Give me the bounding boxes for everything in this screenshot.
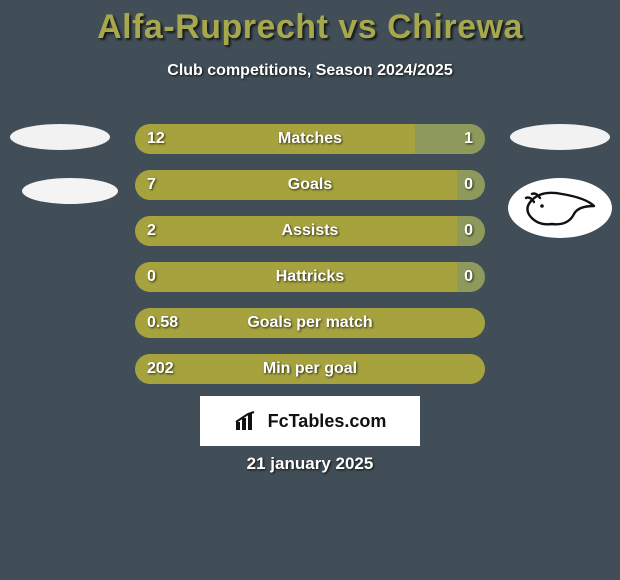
stat-label: Min per goal — [135, 354, 485, 384]
page-subtitle: Club competitions, Season 2024/2025 — [0, 62, 620, 80]
stat-row: 12 1 Matches — [135, 124, 485, 154]
stat-row: 0.58 Goals per match — [135, 308, 485, 338]
comparison-infographic: Alfa-Ruprecht vs Chirewa Club competitio… — [0, 0, 620, 580]
page-title: Alfa-Ruprecht vs Chirewa — [0, 8, 620, 47]
ram-crest-icon — [518, 186, 602, 230]
stat-label: Matches — [135, 124, 485, 154]
attribution-text: FcTables.com — [268, 411, 387, 432]
attribution-badge: FcTables.com — [200, 396, 420, 446]
stat-row: 2 0 Assists — [135, 216, 485, 246]
fctables-logo-icon — [234, 410, 262, 432]
stat-row: 0 0 Hattricks — [135, 262, 485, 292]
player-right-badge-2 — [508, 178, 612, 238]
player-left-badge-1 — [10, 124, 110, 150]
stat-row: 202 Min per goal — [135, 354, 485, 384]
stat-label: Assists — [135, 216, 485, 246]
stat-label: Goals — [135, 170, 485, 200]
stat-label: Hattricks — [135, 262, 485, 292]
stat-row: 7 0 Goals — [135, 170, 485, 200]
player-left-badge-2 — [22, 178, 118, 204]
stats-bars: 12 1 Matches 7 0 Goals 2 0 Assists 0 0 H… — [135, 124, 485, 400]
datestamp: 21 january 2025 — [0, 454, 620, 474]
stat-label: Goals per match — [135, 308, 485, 338]
player-right-badge-1 — [510, 124, 610, 150]
